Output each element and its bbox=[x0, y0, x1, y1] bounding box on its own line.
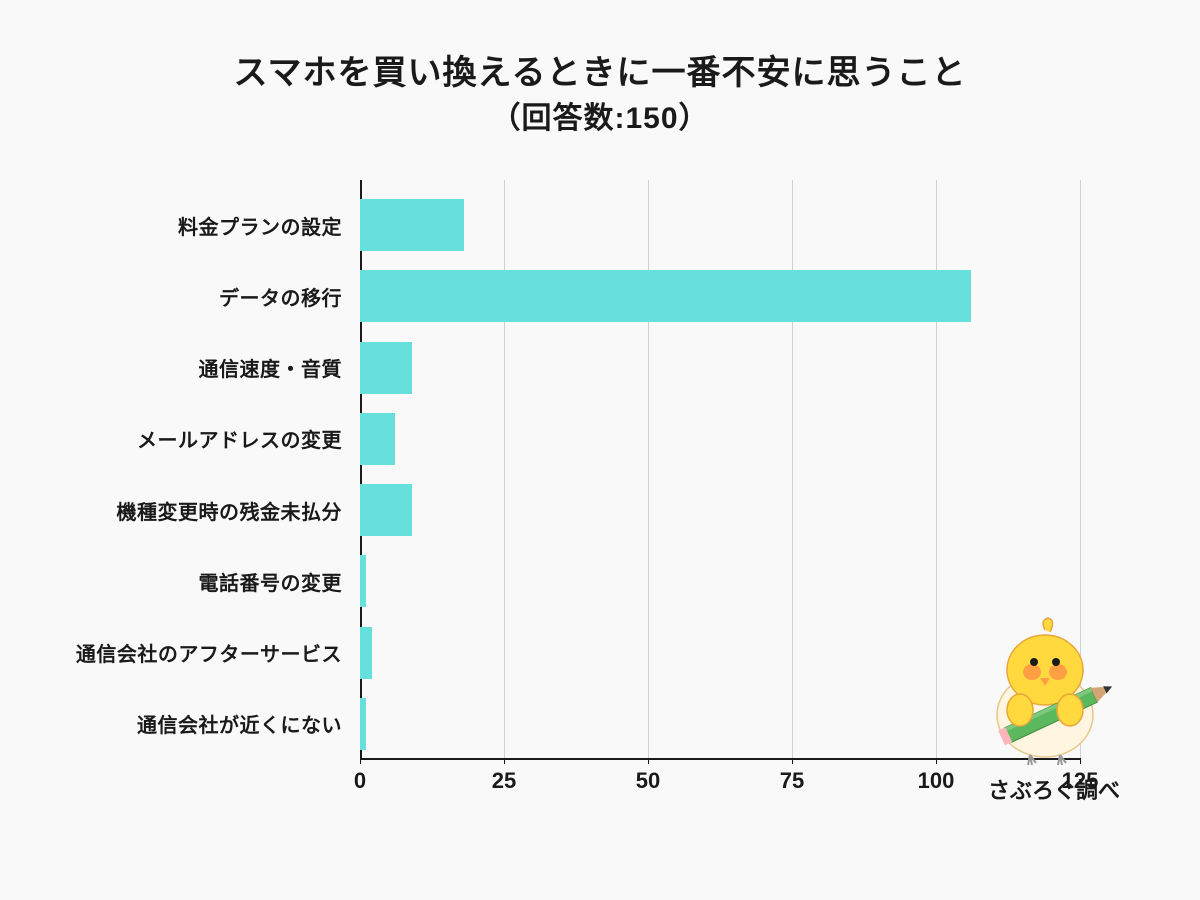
bar-fill bbox=[360, 555, 366, 607]
bar-label: 通信速度・音質 bbox=[199, 353, 361, 382]
bar-label: 電話番号の変更 bbox=[199, 567, 361, 596]
bar-fill bbox=[360, 627, 372, 679]
bar-fill bbox=[360, 270, 971, 322]
bar-fill bbox=[360, 342, 412, 394]
bar-label: 機種変更時の残金未払分 bbox=[117, 496, 361, 525]
bar-row: 機種変更時の残金未払分 bbox=[360, 475, 1080, 546]
x-tick-label: 100 bbox=[918, 768, 955, 794]
title-line-2: （回答数:150） bbox=[60, 98, 1140, 140]
mascot-illustration bbox=[960, 610, 1130, 780]
bar-row: 電話番号の変更 bbox=[360, 546, 1080, 617]
x-tick-label: 25 bbox=[492, 768, 516, 794]
bar-label: データの移行 bbox=[219, 282, 360, 311]
x-tick-label: 75 bbox=[780, 768, 804, 794]
bar-label: 通信会社が近くにない bbox=[137, 709, 360, 738]
bar-label: 料金プランの設定 bbox=[178, 211, 360, 240]
x-tick-label: 50 bbox=[636, 768, 660, 794]
bar-row: メールアドレスの変更 bbox=[360, 403, 1080, 474]
credit-text: さぶろぐ調べ bbox=[988, 773, 1120, 805]
bar-label: メールアドレスの変更 bbox=[137, 424, 360, 453]
title-line-1: スマホを買い換えるときに一番不安に思うこと bbox=[60, 50, 1140, 98]
chart-title: スマホを買い換えるときに一番不安に思うこと （回答数:150） bbox=[60, 50, 1140, 140]
bar-label: 通信会社のアフターサービス bbox=[76, 638, 360, 667]
bar-row: 料金プランの設定 bbox=[360, 190, 1080, 261]
bar-fill bbox=[360, 413, 395, 465]
bar-fill bbox=[360, 484, 412, 536]
bar-row: 通信速度・音質 bbox=[360, 332, 1080, 403]
bar-fill bbox=[360, 698, 366, 750]
bar-fill bbox=[360, 199, 464, 251]
bar-row: データの移行 bbox=[360, 261, 1080, 332]
x-tick-label: 0 bbox=[354, 768, 366, 794]
